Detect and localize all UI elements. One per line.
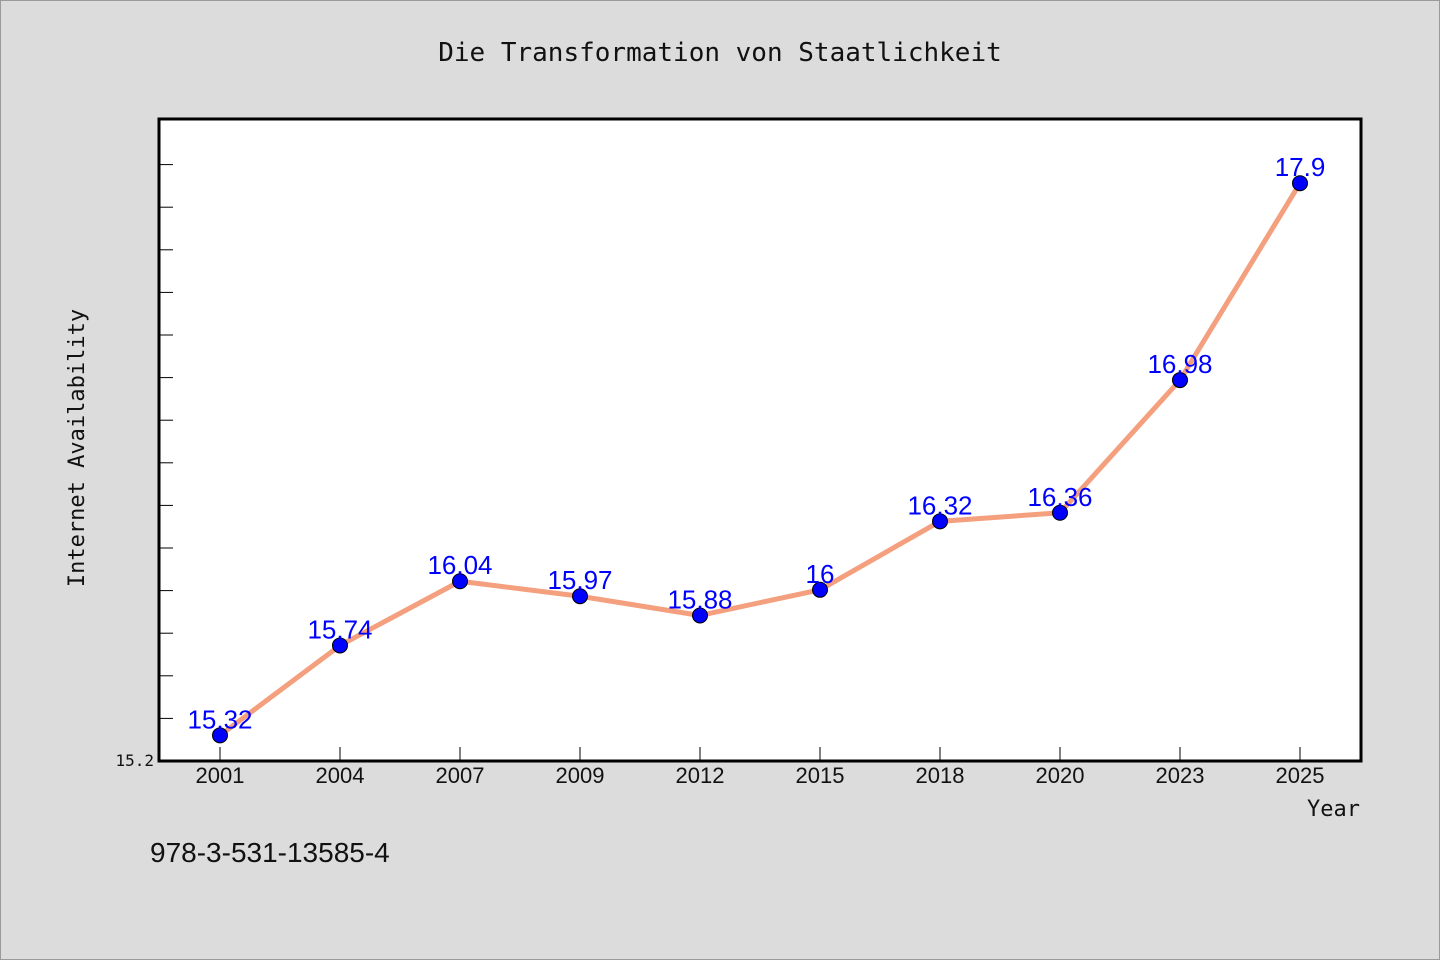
data-point <box>1172 372 1188 389</box>
data-label: 15.88 <box>667 584 732 614</box>
data-label: 16.36 <box>1027 482 1092 512</box>
data-label: 16.98 <box>1147 349 1212 379</box>
y-axis-min-label: 15.2 <box>115 751 154 770</box>
x-tick-label: 2009 <box>556 763 605 788</box>
y-axis-ticks <box>159 164 173 719</box>
data-point <box>812 581 828 598</box>
plot-area <box>157 117 1363 763</box>
data-point <box>1052 504 1068 521</box>
x-tick-label: 2015 <box>796 763 845 788</box>
x-tick-label: 2007 <box>436 763 485 788</box>
x-tick-label: 2023 <box>1156 763 1205 788</box>
data-label: 16.04 <box>427 550 492 580</box>
data-point <box>692 607 708 624</box>
x-tick-label: 2004 <box>316 763 365 788</box>
x-axis-ticks: 2001 2004 2007 2009 2012 2015 2018 2020 2023 2025 <box>196 747 1325 788</box>
y-axis-title: Internet Availability <box>65 309 90 587</box>
data-label: 15.32 <box>187 704 252 734</box>
data-point <box>212 727 228 744</box>
chart-title: Die Transformation von Staatlichkeit <box>438 38 1002 68</box>
data-point <box>932 513 948 530</box>
data-point <box>452 573 468 590</box>
series-markers <box>212 175 1308 744</box>
x-tick-label: 2020 <box>1036 763 1085 788</box>
x-tick-label: 2012 <box>676 763 725 788</box>
isbn-text: 978-3-531-13585-4 <box>150 837 390 868</box>
series-line <box>218 181 1303 738</box>
x-tick-label: 2025 <box>1276 763 1325 788</box>
data-label: 17.9 <box>1275 152 1326 182</box>
data-label: 16.32 <box>907 490 972 520</box>
data-point <box>332 637 348 654</box>
x-tick-label: 2018 <box>916 763 965 788</box>
data-labels: 15.32 15.74 16.04 15.97 15.88 16 16.32 16.36 16.… <box>187 152 1325 734</box>
data-label: 16 <box>806 559 835 589</box>
data-point <box>572 588 588 605</box>
data-point <box>1292 175 1308 192</box>
x-axis-title: Year <box>1307 797 1360 822</box>
x-tick-label: 2001 <box>196 763 245 788</box>
data-label: 15.74 <box>307 614 372 644</box>
data-label: 15.97 <box>547 565 612 595</box>
